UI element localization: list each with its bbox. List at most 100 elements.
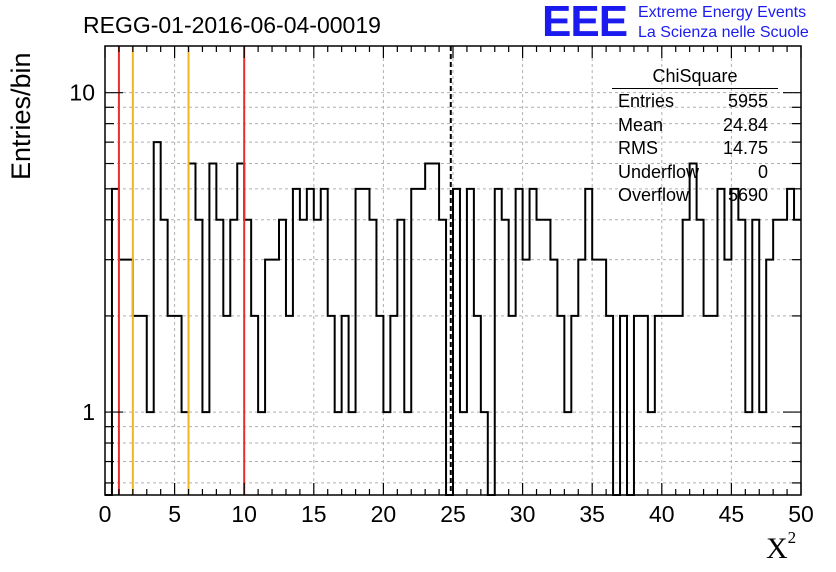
histogram-bin <box>599 260 606 495</box>
histogram-bin <box>669 316 676 495</box>
histogram-bin <box>411 189 418 495</box>
x-tick-label: 40 <box>649 501 675 527</box>
histogram-bin <box>655 316 662 495</box>
stats-title: ChiSquare <box>612 66 778 89</box>
histogram-bin <box>140 316 147 495</box>
histogram-bin <box>453 189 460 495</box>
histogram-bin <box>126 260 133 495</box>
histogram-bin <box>537 220 544 495</box>
histogram-bin <box>300 220 307 495</box>
stats-row-underflow: Underflow 0 <box>612 161 778 185</box>
histogram-bin <box>161 220 168 495</box>
histogram-bin <box>731 189 738 495</box>
histogram-bin <box>286 316 293 495</box>
histogram-bin <box>363 189 370 495</box>
histogram-bin <box>516 189 523 495</box>
x-tick-label: 0 <box>99 501 112 527</box>
histogram-bin <box>690 164 697 495</box>
histogram-bin <box>425 164 432 495</box>
x-axis-label: X2 <box>766 528 796 566</box>
histogram-bin <box>634 316 641 495</box>
histogram-bin <box>390 316 397 495</box>
histogram-bin <box>585 189 592 495</box>
histogram-bin <box>321 189 328 495</box>
y-axis-label: Entries/bin <box>6 52 36 180</box>
histogram-bin <box>606 316 613 495</box>
histogram-bin <box>738 220 745 495</box>
histogram-bin <box>175 316 182 495</box>
histogram-bin <box>195 220 202 495</box>
histogram-bin <box>683 220 690 495</box>
x-tick-label: 45 <box>719 501 745 527</box>
histogram-bin <box>724 260 731 495</box>
histogram-bin <box>265 260 272 495</box>
stats-key: Overflow <box>618 185 690 205</box>
stats-row-overflow: Overflow 5690 <box>612 184 778 208</box>
x-tick-label: 20 <box>371 501 397 527</box>
stats-value: 5690 <box>727 185 768 205</box>
stats-value: 5955 <box>727 91 768 111</box>
histogram-bin <box>794 220 801 495</box>
axes <box>104 45 802 496</box>
histogram-bin <box>189 164 196 495</box>
x-tick-label: 10 <box>231 501 257 527</box>
histogram-bin <box>237 164 244 495</box>
reference-lines <box>117 46 452 495</box>
histogram-bin <box>342 316 349 495</box>
histogram-bin <box>697 220 704 495</box>
stats-box: ChiSquare Entries 5955 Mean 24.84 RMS 14.75… <box>612 66 778 208</box>
histogram-bin <box>474 316 481 495</box>
histogram-bin <box>293 189 300 495</box>
stats-key: RMS <box>618 138 658 158</box>
histogram-bin <box>432 164 439 495</box>
histogram-bin <box>550 260 557 495</box>
histogram-bin <box>119 260 126 495</box>
x-tick-label: 25 <box>440 501 466 527</box>
x-tick-label: 30 <box>510 501 536 527</box>
histogram-bin <box>223 316 230 495</box>
stats-row-entries: Entries 5955 <box>612 90 778 114</box>
stats-key: Entries <box>618 91 675 111</box>
histogram-bin <box>279 220 286 495</box>
stats-key: Underflow <box>618 161 700 182</box>
histogram-bin <box>530 189 537 495</box>
histogram-bin <box>787 189 794 495</box>
histogram-bin <box>780 220 787 495</box>
histogram-bin <box>557 316 564 495</box>
histogram-bin <box>662 316 669 495</box>
histogram-bin <box>717 189 724 495</box>
histogram-bin <box>543 220 550 495</box>
x-axis-label-superscript: 2 <box>787 528 797 547</box>
x-axis-label-text: X <box>766 532 788 565</box>
histogram-bin <box>439 220 446 495</box>
histogram-bin <box>766 260 773 495</box>
stats-key: Mean <box>618 114 664 135</box>
stats-value: 0 <box>757 161 768 182</box>
histogram-bin <box>676 316 683 495</box>
logo-line-1: Extreme Energy Events <box>638 4 807 21</box>
histogram-bin <box>773 220 780 495</box>
x-tick-label: 50 <box>788 501 814 527</box>
histogram-bin <box>467 189 474 495</box>
histogram-bin <box>154 142 161 495</box>
histogram-bin <box>314 220 321 495</box>
histogram-bin <box>112 189 119 495</box>
y-tick-label: 1 <box>82 399 95 425</box>
histogram-bin <box>509 316 516 495</box>
histogram-bin <box>418 189 425 495</box>
histogram-bin <box>230 220 237 495</box>
x-tick-label: 5 <box>168 501 181 527</box>
histogram-bin <box>376 316 383 495</box>
histogram-bin <box>209 164 216 495</box>
stats-row-mean: Mean 24.84 <box>612 114 778 138</box>
histogram-bin <box>502 220 509 495</box>
histogram-bin <box>168 316 175 495</box>
histogram-bin <box>251 316 258 495</box>
histogram-bin <box>578 260 585 495</box>
histogram-bin <box>369 220 376 495</box>
histogram-bin <box>216 220 223 495</box>
histogram-bin <box>620 316 627 495</box>
histogram-bin <box>244 220 251 495</box>
stats-row-rms: RMS 14.75 <box>612 137 778 161</box>
